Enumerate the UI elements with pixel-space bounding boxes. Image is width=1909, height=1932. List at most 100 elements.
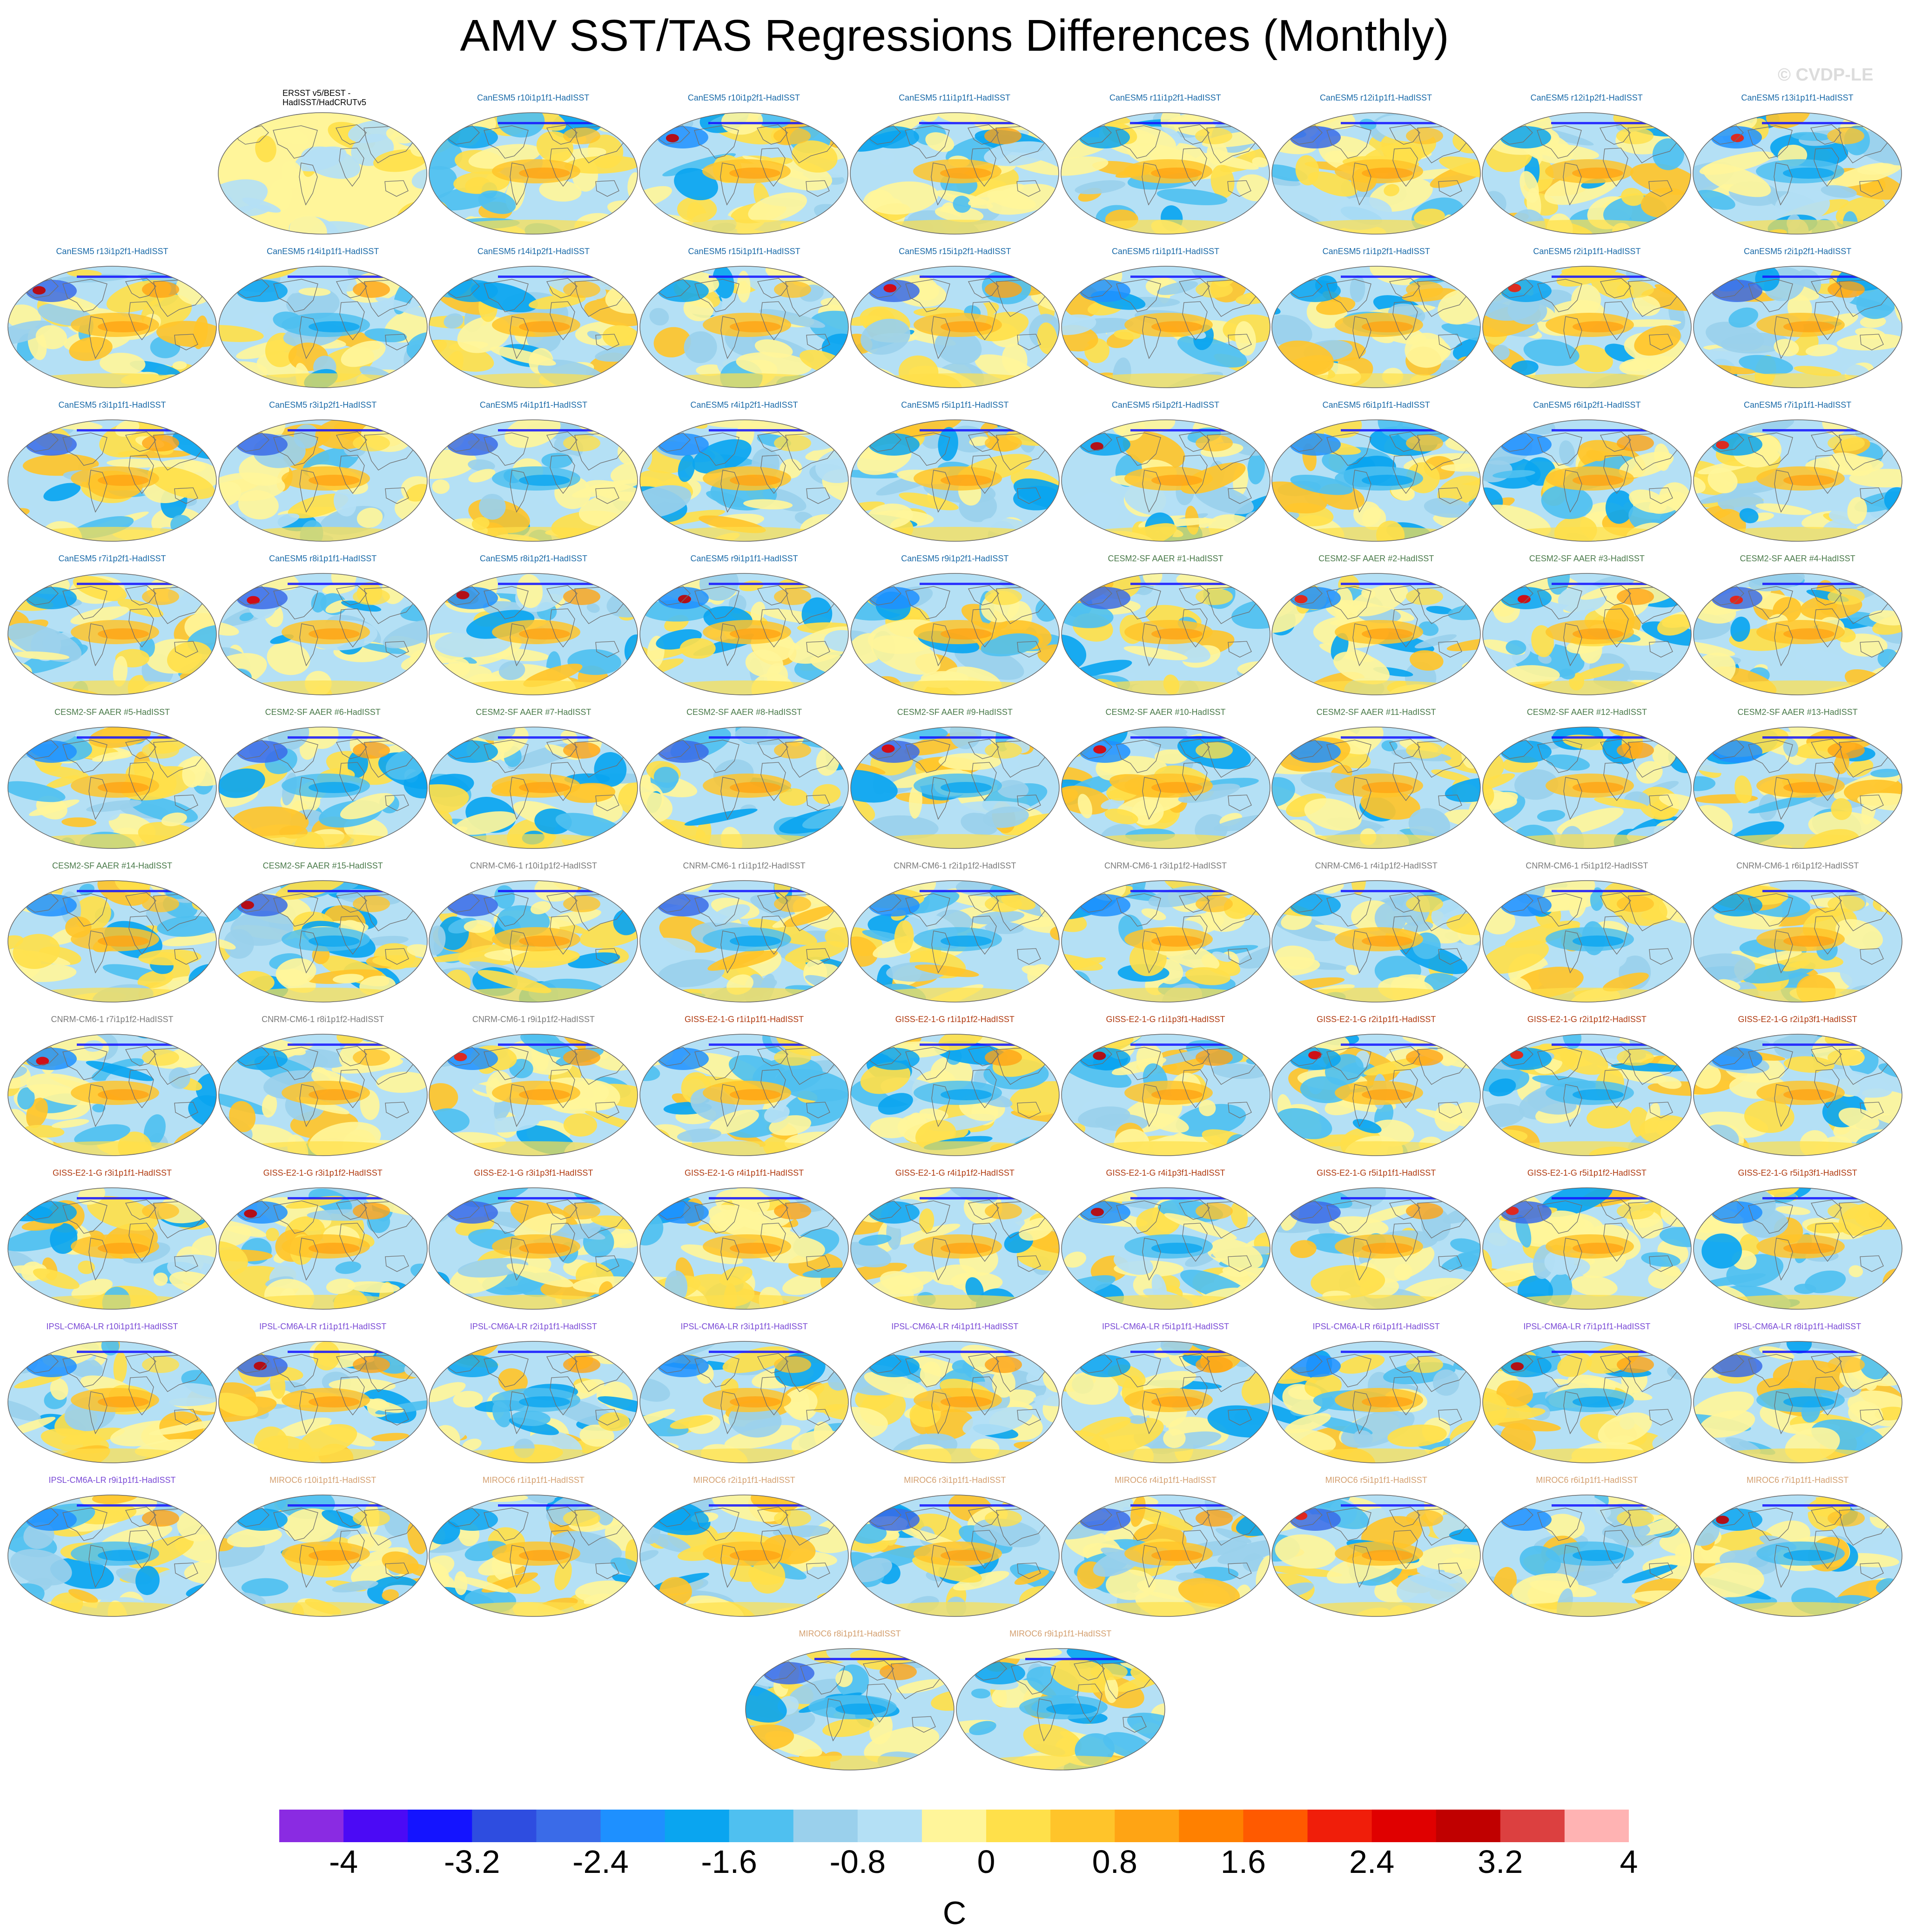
map-panel: ERSST v5/BEST - HadISST/HadCRUTv5 (217, 88, 428, 237)
map-panel: CanESM5 r10i1p2f1-HadISST (639, 93, 849, 237)
map-panel: IPSL-CM6A-LR r1i1p1f1-HadISST (218, 1322, 428, 1466)
map-panel: GISS-E2-1-G r4i1p1f2-HadISST (850, 1168, 1060, 1313)
robinson-map (639, 1187, 849, 1310)
panel-title: CanESM5 r3i1p2f1-HadISST (269, 400, 377, 410)
map-panel: GISS-E2-1-G r1i1p1f2-HadISST (850, 1015, 1060, 1159)
panel-title: CESM2-SF AAER #15-HadISST (262, 861, 383, 870)
robinson-map (1693, 1341, 1902, 1463)
robinson-map (1271, 112, 1481, 235)
robinson-map (850, 1494, 1060, 1617)
map-panel: CanESM5 r8i1p1f1-HadISST (218, 554, 428, 698)
panel-title: MIROC6 r10i1p1f1-HadISST (269, 1475, 376, 1485)
robinson-map (1061, 727, 1270, 849)
robinson-map (639, 573, 849, 695)
panel-title: GISS-E2-1-G r5i1p1f1-HadISST (1317, 1168, 1436, 1178)
map-panel: CNRM-CM6-1 r9i1p1f2-HadISST (428, 1015, 639, 1159)
robinson-map (7, 419, 217, 542)
robinson-map (1482, 266, 1692, 388)
map-panel: CNRM-CM6-1 r2i1p1f2-HadISST (850, 861, 1060, 1005)
robinson-map (850, 266, 1060, 388)
panel-title: IPSL-CM6A-LR r3i1p1f1-HadISST (680, 1322, 808, 1331)
panel-title: GISS-E2-1-G r4i1p1f1-HadISST (685, 1168, 804, 1178)
robinson-map (850, 1187, 1060, 1310)
panel-title: MIROC6 r4i1p1f1-HadISST (1114, 1475, 1217, 1485)
map-panel: CNRM-CM6-1 r10i1p1f2-HadISST (428, 861, 639, 1005)
map-panel: CanESM5 r7i1p2f1-HadISST (7, 554, 217, 698)
map-panel: CESM2-SF AAER #7-HadISST (428, 707, 639, 852)
colorbar-tick-label: 4 (1620, 1844, 1638, 1880)
robinson-map (1271, 573, 1481, 695)
panel-title: GISS-E2-1-G r4i1p1f2-HadISST (895, 1168, 1015, 1178)
map-panel: GISS-E2-1-G r3i1p1f2-HadISST (218, 1168, 428, 1313)
map-panel: CESM2-SF AAER #15-HadISST (218, 861, 428, 1005)
map-panel: CESM2-SF AAER #14-HadISST (7, 861, 217, 1005)
panel-title: CanESM5 r10i1p1f1-HadISST (477, 93, 590, 102)
robinson-map (429, 880, 639, 1003)
panel-title: IPSL-CM6A-LR r4i1p1f1-HadISST (891, 1322, 1019, 1331)
colorbar-tick-label: -0.8 (829, 1844, 886, 1880)
colorbar (279, 1810, 1629, 1842)
colorbar-swatch (279, 1810, 344, 1842)
map-panel: CNRM-CM6-1 r3i1p1f2-HadISST (1061, 861, 1271, 1005)
robinson-map (429, 1494, 639, 1617)
robinson-map (7, 1187, 217, 1310)
robinson-map (1482, 1034, 1692, 1156)
map-panel: CESM2-SF AAER #5-HadISST (7, 707, 217, 852)
robinson-map (7, 880, 217, 1003)
panel-title: GISS-E2-1-G r5i1p1f2-HadISST (1527, 1168, 1647, 1178)
robinson-map (850, 880, 1060, 1003)
robinson-map (1061, 573, 1270, 695)
robinson-map (1693, 1494, 1902, 1617)
robinson-map (1482, 1187, 1692, 1310)
map-panel: GISS-E2-1-G r5i1p1f1-HadISST (1271, 1168, 1481, 1313)
colorbar-swatch (793, 1810, 858, 1842)
robinson-map (1482, 419, 1692, 542)
colorbar-swatch (921, 1810, 987, 1842)
robinson-map (1271, 1187, 1481, 1310)
map-panel: GISS-E2-1-G r2i1p3f1-HadISST (1693, 1015, 1903, 1159)
robinson-map (218, 1034, 428, 1156)
panel-title: CESM2-SF AAER #14-HadISST (52, 861, 173, 870)
panel-title: CanESM5 r5i1p2f1-HadISST (1111, 400, 1220, 410)
robinson-map (639, 1341, 849, 1463)
robinson-map (1061, 112, 1270, 235)
map-panel: CanESM5 r5i1p2f1-HadISST (1061, 400, 1271, 545)
panel-title: MIROC6 r5i1p1f1-HadISST (1325, 1475, 1427, 1485)
panel-title: MIROC6 r6i1p1f1-HadISST (1536, 1475, 1638, 1485)
panel-title: CanESM5 r1i1p1f1-HadISST (1111, 247, 1220, 256)
panel-title: CanESM5 r3i1p1f1-HadISST (58, 400, 166, 410)
robinson-map (850, 112, 1059, 235)
colorbar-swatch (408, 1810, 472, 1842)
colorbar-swatch (665, 1810, 730, 1842)
map-panel: MIROC6 r2i1p1f1-HadISST (639, 1475, 849, 1620)
robinson-map (218, 1494, 428, 1617)
robinson-map (639, 1034, 849, 1156)
panel-title: CESM2-SF AAER #12-HadISST (1526, 707, 1647, 717)
colorbar-swatch (1307, 1810, 1372, 1842)
panel-title: CanESM5 r6i1p1f1-HadISST (1322, 400, 1430, 410)
panel-title: CanESM5 r14i1p1f1-HadISST (267, 247, 379, 256)
map-panel: CNRM-CM6-1 r8i1p1f2-HadISST (218, 1015, 428, 1159)
map-panel: IPSL-CM6A-LR r9i1p1f1-HadISST (7, 1475, 217, 1620)
panel-title: GISS-E2-1-G r3i1p1f1-HadISST (52, 1168, 172, 1178)
panel-title: GISS-E2-1-G r2i1p1f2-HadISST (1527, 1015, 1647, 1024)
robinson-map (1271, 266, 1481, 388)
panel-title: CESM2-SF AAER #1-HadISST (1108, 554, 1223, 563)
robinson-map (1271, 1034, 1481, 1156)
panel-title: IPSL-CM6A-LR r10i1p1f1-HadISST (46, 1322, 178, 1331)
panel-title: CanESM5 r13i1p1f1-HadISST (1741, 93, 1854, 102)
map-panel: CESM2-SF AAER #10-HadISST (1061, 707, 1271, 852)
panel-title: GISS-E2-1-G r5i1p3f1-HadISST (1738, 1168, 1857, 1178)
map-panel: CanESM5 r8i1p2f1-HadISST (428, 554, 639, 698)
map-panel: CanESM5 r14i1p2f1-HadISST (428, 247, 639, 391)
robinson-map (1693, 880, 1902, 1003)
panel-title: CESM2-SF AAER #4-HadISST (1740, 554, 1855, 563)
panel-title: IPSL-CM6A-LR r5i1p1f1-HadISST (1102, 1322, 1230, 1331)
map-panel: CanESM5 r11i1p1f1-HadISST (849, 93, 1060, 237)
robinson-map (1271, 1341, 1481, 1463)
colorbar-swatch (600, 1810, 665, 1842)
panel-title: CanESM5 r9i1p2f1-HadISST (901, 554, 1009, 563)
map-panel: MIROC6 r3i1p1f1-HadISST (850, 1475, 1060, 1620)
robinson-map (428, 112, 638, 235)
colorbar-swatch (1179, 1810, 1244, 1842)
